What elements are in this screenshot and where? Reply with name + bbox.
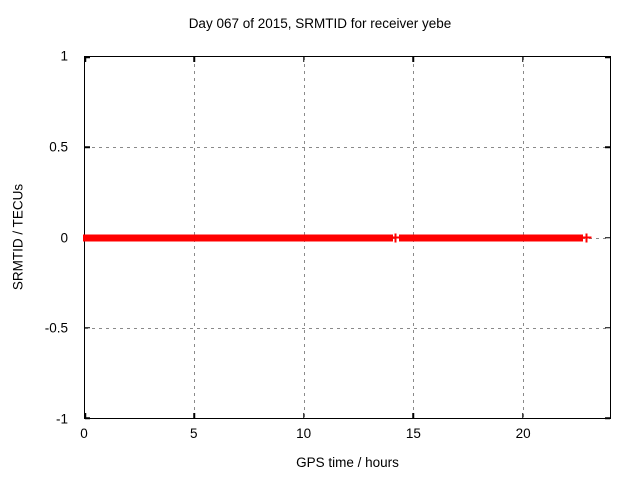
x-tick-mark	[84, 57, 86, 62]
x-tick-label: 10	[296, 426, 312, 441]
y-gridline	[85, 147, 610, 149]
y-tick-label: 0.5	[49, 139, 68, 155]
y-tick-mark	[85, 56, 90, 58]
x-tick-label: 15	[405, 426, 421, 441]
x-axis-label: GPS time / hours	[296, 455, 399, 470]
y-tick-label: 1	[60, 48, 68, 64]
x-tick-label: 20	[515, 426, 531, 441]
plot-area	[83, 56, 611, 419]
y-tick-mark	[605, 417, 610, 419]
x-tick-mark	[521, 57, 524, 62]
y-tick-labels: 1 0.5 0 -0.5 -1	[0, 49, 68, 427]
y-tick-mark	[85, 327, 90, 329]
data-series-segment	[83, 234, 393, 241]
y-tick-mark	[605, 146, 610, 148]
y-tick-mark	[605, 56, 610, 58]
x-tick-mark	[521, 413, 524, 418]
x-tick-mark	[84, 413, 86, 418]
x-tick-mark	[303, 413, 305, 418]
x-tick-mark	[412, 413, 414, 418]
data-point-marker	[582, 233, 592, 242]
data-series-segment	[398, 234, 583, 241]
chart-title: Day 067 of 2015, SRMTID for receiver yeb…	[188, 16, 452, 31]
y-tick-mark	[605, 236, 610, 239]
plus-vertical-bar	[394, 233, 397, 242]
y-tick-label: -1	[55, 411, 68, 427]
y-tick-label: 0	[60, 230, 68, 245]
x-tick-label: 0	[80, 426, 88, 441]
x-tick-mark	[303, 57, 305, 62]
y-tick-mark	[85, 417, 90, 419]
plus-vertical-bar	[585, 233, 588, 242]
y-tick-label: -0.5	[44, 320, 68, 336]
y-gridline	[85, 327, 610, 329]
x-tick-label: 5	[190, 426, 198, 441]
y-tick-mark	[85, 146, 90, 148]
x-tick-mark	[412, 57, 414, 62]
x-tick-mark	[193, 57, 196, 62]
x-tick-mark	[193, 413, 196, 418]
data-point-marker	[391, 233, 401, 242]
y-tick-mark	[605, 327, 610, 329]
x-tick-labels: 0 5 10 15 20	[80, 426, 611, 444]
